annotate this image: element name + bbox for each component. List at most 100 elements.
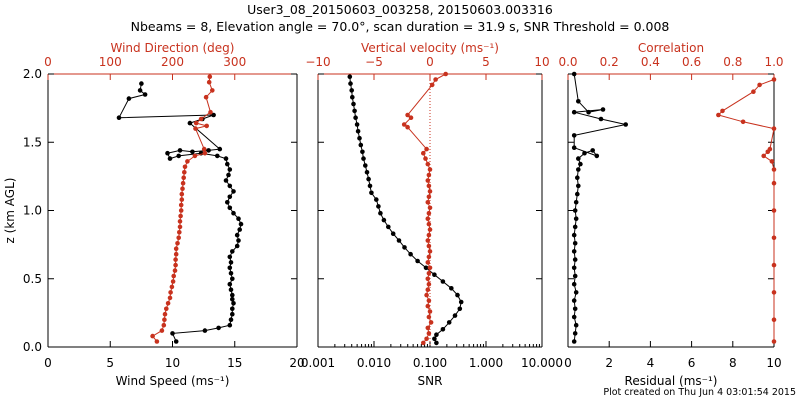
data-point — [426, 298, 432, 303]
data-point — [421, 340, 426, 346]
data-point — [226, 172, 231, 178]
data-point — [357, 135, 362, 141]
series-line — [151, 76, 213, 342]
data-point — [424, 336, 429, 342]
bottom-tick-label: 0.010 — [357, 356, 391, 370]
data-point — [571, 145, 577, 150]
data-point — [427, 205, 433, 211]
data-point — [771, 208, 777, 213]
series-line — [573, 73, 626, 342]
data-point — [150, 333, 155, 339]
series-line — [403, 73, 446, 344]
data-point — [207, 74, 213, 79]
data-point — [227, 322, 233, 328]
data-point — [571, 109, 577, 115]
data-point — [358, 142, 364, 148]
y-tick-label: 2.0 — [23, 67, 42, 81]
data-point — [415, 258, 420, 264]
data-point — [369, 190, 374, 196]
data-point — [432, 336, 437, 342]
data-point — [381, 217, 387, 223]
data-point — [425, 276, 431, 282]
data-point — [771, 126, 777, 131]
data-point — [234, 243, 240, 249]
data-point — [405, 124, 410, 130]
data-point — [425, 161, 431, 167]
data-point — [217, 146, 223, 152]
data-point — [182, 164, 188, 170]
data-point — [425, 260, 431, 265]
data-point — [171, 273, 176, 279]
data-point — [238, 221, 244, 227]
data-point — [571, 249, 577, 254]
data-point — [425, 287, 431, 293]
bottom-tick-label: 5 — [106, 356, 114, 370]
data-point — [458, 299, 464, 305]
data-point — [572, 306, 578, 312]
data-point — [761, 153, 766, 159]
data-point — [378, 210, 383, 216]
data-point — [571, 339, 577, 344]
data-point — [228, 317, 234, 323]
data-point — [193, 120, 199, 126]
data-point — [600, 107, 606, 112]
data-point — [351, 101, 356, 107]
data-point — [230, 292, 235, 298]
data-point — [173, 246, 179, 251]
data-point — [350, 94, 355, 100]
data-point — [223, 156, 229, 161]
data-point — [225, 161, 230, 167]
bottom-tick-label: 20 — [289, 356, 304, 370]
data-point — [230, 296, 235, 302]
data-point — [154, 339, 160, 344]
data-point — [203, 94, 209, 100]
bottom-tick-label: 15 — [227, 356, 242, 370]
bottom-tick-label: 0.001 — [301, 356, 335, 370]
data-point — [178, 202, 184, 208]
data-point — [594, 153, 600, 159]
data-point — [771, 290, 777, 295]
data-point — [582, 150, 587, 156]
title-line-2: Nbeams = 8, Elevation angle = 70.0°, sca… — [131, 19, 670, 34]
data-point — [198, 116, 204, 122]
y-tick-label: 0.0 — [23, 340, 42, 354]
data-point — [427, 249, 433, 254]
data-point — [355, 129, 361, 134]
data-point — [720, 108, 725, 114]
data-point — [175, 241, 180, 246]
data-point — [192, 153, 198, 159]
data-point — [572, 273, 578, 279]
data-point — [202, 328, 208, 333]
y-tick-label: 1.0 — [23, 204, 42, 218]
data-point — [164, 306, 169, 312]
data-point — [427, 309, 433, 314]
data-point — [425, 216, 431, 221]
data-point — [771, 317, 777, 323]
data-point — [173, 251, 179, 257]
top-tick-label: 200 — [161, 55, 184, 69]
data-point — [571, 232, 577, 238]
data-point — [396, 238, 402, 243]
data-point — [573, 200, 579, 205]
data-point — [227, 265, 233, 271]
data-point — [177, 219, 183, 224]
data-point — [181, 175, 186, 180]
data-point — [427, 265, 433, 271]
data-point — [237, 227, 242, 232]
bottom-tick-label: 6 — [688, 356, 696, 370]
bottom-tick-label: 10 — [766, 356, 781, 370]
data-point — [426, 183, 432, 189]
data-point — [440, 327, 446, 332]
data-point — [771, 339, 777, 344]
y-tick-label: 1.5 — [23, 135, 42, 149]
panel-title: Vertical velocity (ms⁻¹) — [361, 41, 499, 55]
data-point — [426, 281, 432, 287]
x-axis-label: Wind Speed (ms⁻¹) — [116, 374, 230, 388]
top-tick-label: −5 — [365, 55, 383, 69]
data-point — [167, 156, 173, 161]
data-point — [179, 197, 185, 202]
data-point — [227, 194, 233, 200]
data-point — [571, 314, 577, 320]
panel-vertical: 0.001 0.010 0.100 1.000 10.000 −10 −5 0 5 10 Verti… — [301, 41, 563, 388]
panel-title: Wind Direction (deg) — [111, 41, 235, 55]
